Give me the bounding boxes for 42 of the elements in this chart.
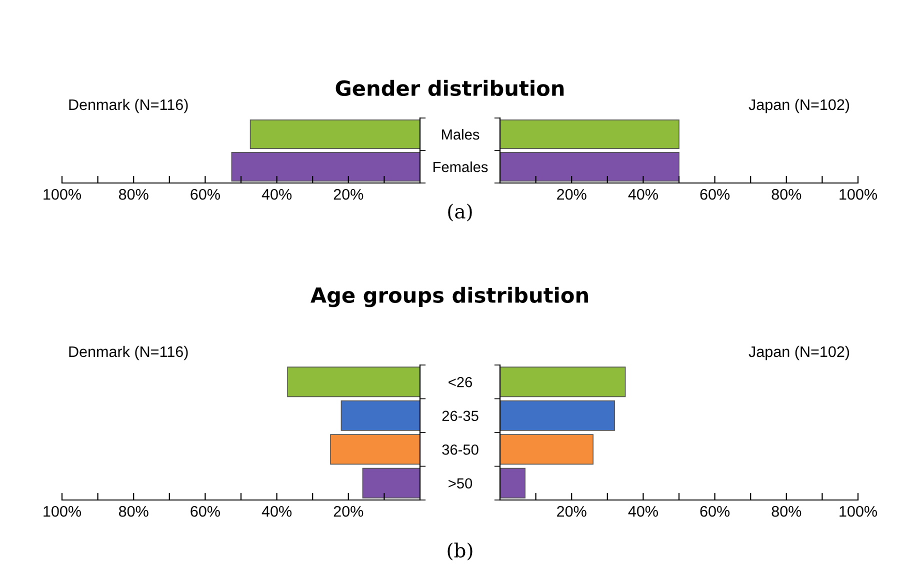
- text: Japan (N=102): [748, 98, 850, 114]
- x-tick-label: 40%: [628, 188, 658, 200]
- bar: [362, 468, 420, 498]
- bar: [340, 400, 420, 431]
- y-tick-label: 26-35: [442, 410, 478, 422]
- x-tick-label: 100%: [840, 188, 877, 200]
- x-tick-label: 40%: [628, 506, 658, 517]
- bar: [287, 366, 420, 398]
- x-tick-label: 60%: [700, 188, 730, 200]
- bar: [500, 366, 626, 398]
- chart-title: Gender distribution: [336, 80, 564, 96]
- y-tick-label: Males: [442, 128, 480, 140]
- bar: [500, 400, 615, 431]
- x-tick-label: 40%: [262, 506, 292, 517]
- bar: [500, 434, 594, 465]
- x-tick-label: 100%: [44, 188, 81, 200]
- x-tick-label: 20%: [557, 506, 586, 517]
- x-tick-label: 40%: [262, 188, 292, 200]
- x-tick-label: 60%: [190, 188, 220, 200]
- x-tick-label: 80%: [772, 506, 802, 517]
- chart-title: Age groups distribution: [310, 286, 588, 308]
- x-tick-label: 60%: [700, 506, 730, 517]
- x-tick-label: 80%: [118, 506, 148, 517]
- y-tick-label: Females: [434, 161, 488, 172]
- text: Denmark (N=116): [69, 346, 188, 360]
- text: (a): [448, 204, 472, 222]
- x-tick-label: 100%: [44, 506, 81, 517]
- y-tick-label: <26: [448, 376, 472, 388]
- x-tick-label: 20%: [557, 188, 586, 200]
- x-tick-label: 20%: [334, 188, 364, 200]
- text: Japan (N=102): [748, 346, 850, 360]
- bar: [500, 468, 526, 498]
- y-tick-label: >50: [448, 478, 472, 489]
- x-tick-label: 20%: [334, 506, 364, 517]
- text: (b): [448, 542, 472, 560]
- x-tick-label: 80%: [772, 188, 802, 200]
- text: Denmark (N=116): [69, 98, 188, 114]
- x-tick-label: 80%: [118, 188, 148, 200]
- x-tick-label: 100%: [840, 506, 877, 517]
- x-tick-label: 60%: [190, 506, 220, 517]
- y-tick-label: 36-50: [442, 444, 478, 455]
- bar: [330, 434, 420, 465]
